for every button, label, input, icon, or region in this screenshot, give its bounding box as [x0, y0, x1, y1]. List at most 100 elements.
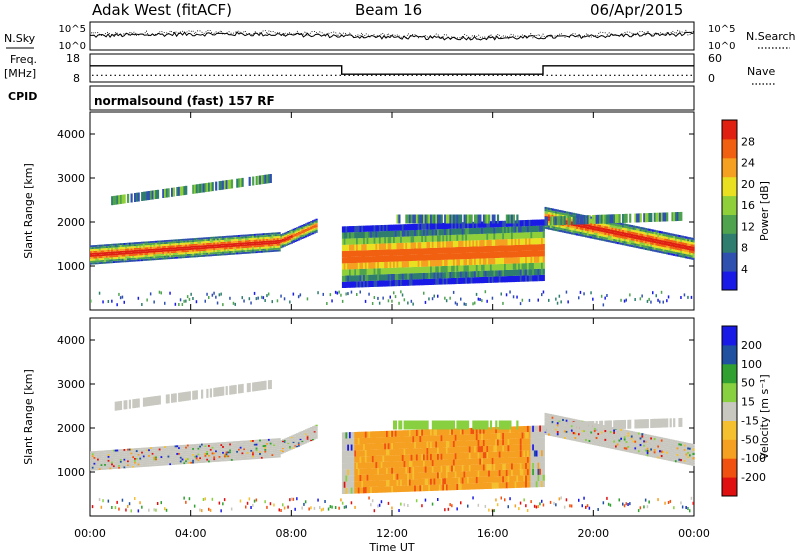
echo-cell: [135, 465, 138, 468]
echo-cell: [171, 459, 174, 462]
echo-cell: [659, 237, 662, 240]
power-colorbar-tick: 28: [741, 135, 755, 148]
echo-cell: [306, 224, 309, 226]
echo-cell: [201, 251, 204, 253]
echo-cell: [179, 242, 182, 245]
echo-cell: [622, 227, 625, 230]
echo-cell: [142, 245, 146, 248]
echo-cell: [356, 238, 359, 245]
echo-cell: [308, 221, 311, 224]
echo-cell: [149, 254, 153, 257]
echo-cell: [241, 248, 244, 251]
echo-cell: [135, 455, 138, 458]
echo-cell: [488, 214, 491, 224]
echo-cell: [625, 230, 628, 233]
echo-cell: [398, 267, 401, 274]
echo-cell: [595, 214, 598, 224]
echo-cell: [125, 462, 128, 465]
echo-cell: [151, 241, 154, 243]
echo-cell: [112, 459, 116, 462]
echo-cell: [206, 452, 209, 455]
echo-cell: [681, 248, 685, 252]
echo-cell: [230, 458, 234, 461]
echo-cell: [271, 444, 274, 447]
echo-cell: [211, 446, 214, 449]
echo-cell: [260, 456, 264, 459]
scatter-cell: [211, 497, 214, 501]
echo-cell: [282, 440, 285, 443]
echo-cell: [264, 242, 267, 245]
scatter-cell: [604, 296, 606, 300]
echo-cell: [190, 459, 193, 462]
scatter-cell: [229, 296, 231, 300]
echo-cell: [181, 444, 184, 447]
scatter-cell: [243, 299, 245, 303]
echo-cell: [266, 446, 269, 449]
echo-cell: [287, 449, 290, 452]
echo-cell: [630, 242, 633, 245]
freq-panel: [89, 53, 695, 83]
echo-cell: [375, 249, 378, 257]
echo-cell: [174, 245, 177, 248]
echo-cell: [109, 461, 112, 464]
echo-cell: [315, 220, 318, 222]
echo-cell: [179, 186, 182, 196]
echo-cell: [467, 246, 470, 253]
echo-cell: [303, 224, 306, 226]
echo-cell: [267, 438, 271, 441]
power-colorbar-label: Power [dB]: [758, 181, 771, 241]
echo-cell: [128, 248, 131, 251]
echo-cell: [225, 386, 228, 396]
echo-cell: [248, 446, 251, 448]
echo-cell: [287, 240, 290, 243]
echo-cell: [535, 275, 538, 282]
echo-cell: [419, 229, 422, 236]
echo-cell: [248, 382, 251, 392]
echo-cell: [599, 225, 602, 228]
echo-cell: [687, 252, 690, 255]
echo-cell: [373, 225, 376, 232]
echo-cell: [491, 270, 494, 277]
echo-cell: [109, 467, 112, 470]
echo-cell: [387, 224, 390, 231]
echo-cell: [627, 230, 630, 234]
echo-cell: [419, 260, 422, 267]
echo-cell: [526, 244, 530, 251]
echo-cell: [199, 453, 202, 456]
echo-cell: [98, 256, 101, 259]
echo-cell: [496, 214, 500, 224]
echo-cell: [493, 251, 496, 259]
echo-cell: [396, 214, 399, 224]
echo-cell: [262, 445, 265, 447]
echo-cell: [146, 254, 149, 257]
echo-cell: [622, 236, 625, 239]
echo-cell: [586, 235, 589, 238]
echo-cell: [570, 214, 574, 217]
scatter-cell: [680, 296, 682, 299]
echo-cell: [206, 460, 209, 463]
echo-cell: [165, 245, 168, 248]
echo-cell: [373, 280, 376, 287]
echo-cell: [95, 452, 98, 455]
echo-cell: [178, 452, 181, 455]
echo-cell: [167, 253, 170, 256]
echo-cell: [266, 244, 269, 247]
echo-cell: [278, 440, 281, 442]
echo-cell: [676, 234, 679, 237]
echo-cell: [430, 229, 433, 236]
scatter-cell: [139, 501, 141, 505]
echo-cell: [276, 234, 279, 237]
echo-cell: [357, 225, 360, 232]
echo-cell: [438, 266, 441, 273]
echo-cell: [209, 254, 212, 257]
echo-cell: [460, 271, 463, 278]
echo-cell: [252, 441, 255, 444]
echo-cell: [618, 224, 621, 227]
echo-cell: [225, 441, 228, 444]
scatter-cell: [590, 291, 592, 295]
echo-cell: [590, 223, 593, 226]
echo-cell: [504, 245, 507, 252]
echo-cell: [95, 256, 98, 259]
echo-cell: [289, 241, 292, 243]
echo-cell: [461, 277, 464, 284]
